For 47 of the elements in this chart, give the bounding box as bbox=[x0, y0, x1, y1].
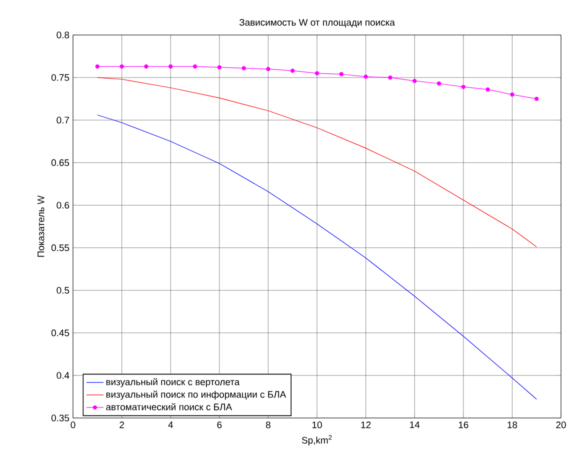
point bbox=[290, 68, 295, 73]
x-tick-label: 20 bbox=[556, 422, 566, 428]
x-tick-label: 8 bbox=[266, 422, 270, 428]
x-tick-label: 18 bbox=[508, 422, 518, 428]
legend-label: автоматический поиск с БЛА bbox=[106, 403, 232, 410]
y-tick-label: 0.5 bbox=[56, 286, 70, 294]
y-tick-label: 0.75 bbox=[51, 74, 70, 81]
y-tick-label: 0.35 bbox=[51, 414, 70, 422]
point bbox=[461, 84, 466, 89]
x-tick-label: 6 bbox=[217, 422, 222, 428]
point bbox=[388, 75, 392, 80]
x-tick-label: 12 bbox=[361, 422, 371, 428]
legend-label: визуальный поиск по информации с БЛА bbox=[106, 390, 286, 400]
point bbox=[436, 81, 442, 86]
y-tick-label: 0.45 bbox=[51, 330, 70, 336]
point bbox=[412, 78, 417, 84]
y-tick-label: 0.65 bbox=[51, 159, 70, 166]
point bbox=[144, 64, 148, 69]
y-tick-label: 0.6 bbox=[56, 202, 70, 209]
point bbox=[314, 71, 320, 76]
x-tick-label: 0 bbox=[70, 422, 76, 428]
x-tick-label: 14 bbox=[410, 422, 420, 428]
x-tick-label: 2 bbox=[120, 422, 124, 428]
point bbox=[486, 87, 490, 92]
y-tick-label: 0.7 bbox=[56, 116, 70, 124]
x-tick-label: 10 bbox=[312, 422, 322, 428]
point bbox=[242, 66, 246, 70]
y-tick-label: 0.55 bbox=[51, 244, 70, 252]
legend-label: визуальный поиск с вертолета bbox=[106, 378, 240, 388]
y-tick-label: 0.4 bbox=[56, 372, 70, 379]
point bbox=[168, 64, 173, 69]
point bbox=[217, 65, 222, 70]
point bbox=[192, 64, 198, 69]
y-tick-label: 0.8 bbox=[56, 32, 70, 38]
chart-title: Зависимость W от площади поиска bbox=[239, 18, 395, 28]
line-series bbox=[97, 114, 537, 400]
x-tick-label: 4 bbox=[168, 422, 173, 428]
y-axis-title: Показатель W bbox=[38, 195, 44, 257]
x-tick-label: 16 bbox=[458, 422, 468, 428]
point bbox=[95, 64, 100, 69]
point bbox=[510, 92, 514, 97]
point bbox=[339, 72, 344, 76]
point bbox=[266, 66, 270, 72]
point bbox=[534, 96, 539, 101]
point bbox=[120, 64, 124, 69]
point bbox=[364, 74, 368, 79]
x-axis-title: Sp,km$^{2}$ bbox=[302, 435, 332, 446]
